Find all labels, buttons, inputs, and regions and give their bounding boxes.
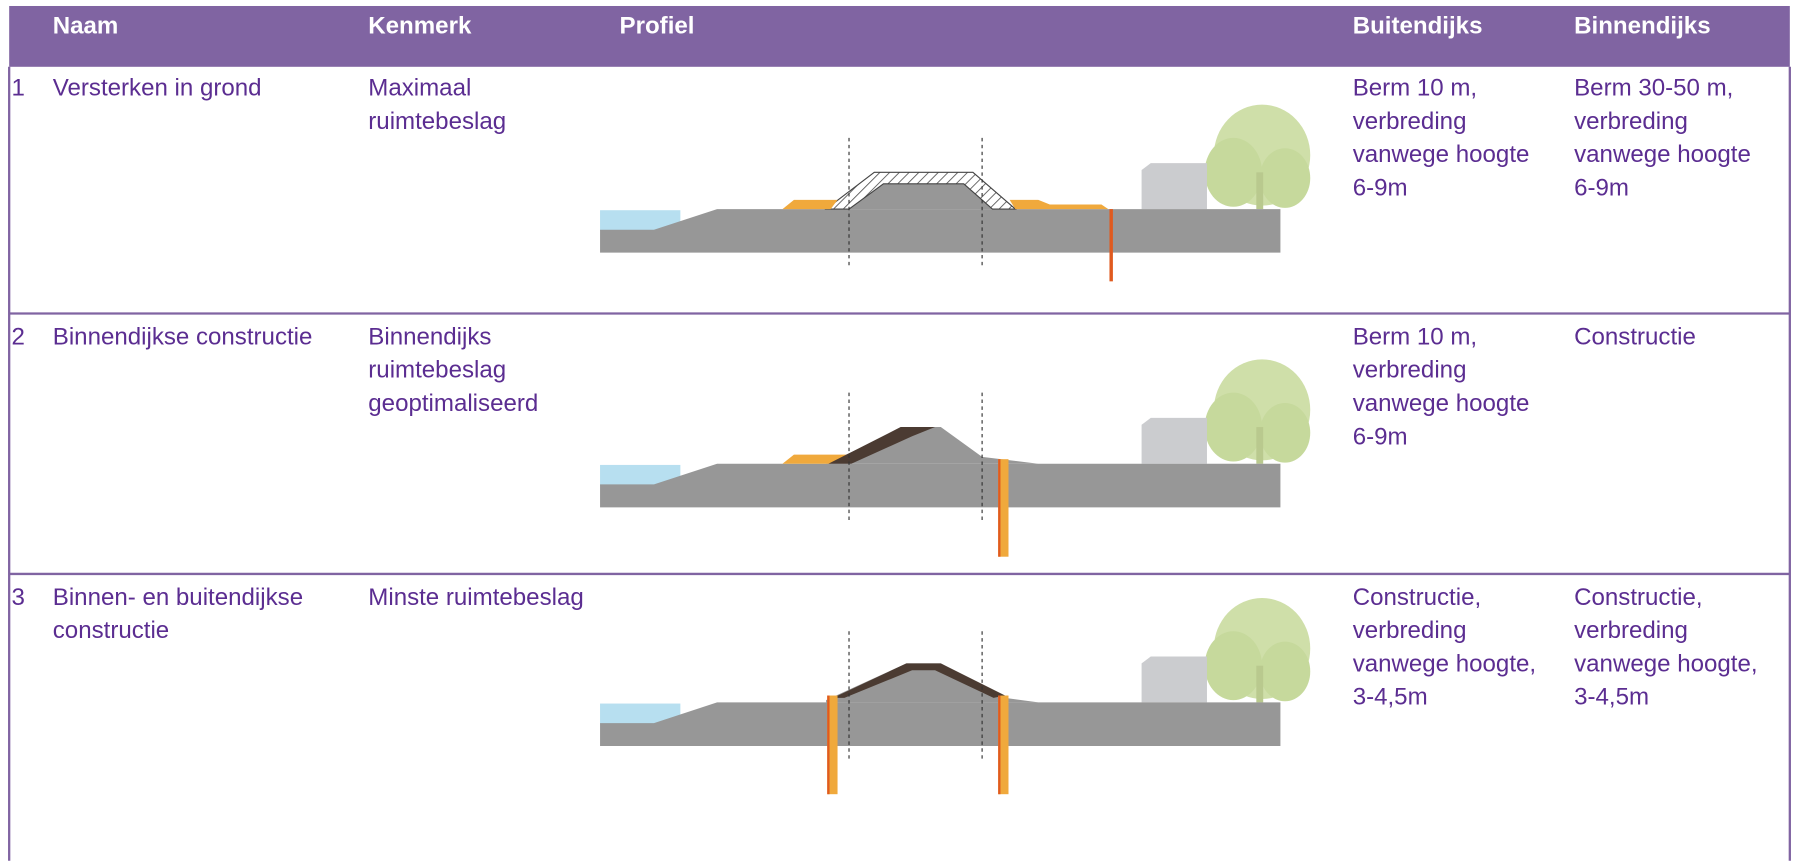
column-header: Kenmerk [368,13,472,40]
cell-binnendijks: Berm 30-50 m, [1574,74,1733,101]
profile-1 [600,104,1311,282]
cell-kenmerk: Binnendijks [368,323,491,350]
cell-buitendijks: verbreding [1353,357,1467,384]
row-number: 2 [11,323,24,350]
cell-binnendijks: 3-4,5m [1574,684,1649,711]
cell-binnendijks: Constructie, [1574,584,1702,611]
column-header: Binnendijks [1574,13,1710,40]
row-number: 3 [11,584,24,611]
profile-2 [600,359,1311,557]
row-number: 1 [11,74,24,101]
cell-buitendijks: Constructie, [1353,584,1481,611]
cell-buitendijks: verbreding [1353,108,1467,135]
cell-naam: Binnendijkse constructie [53,323,313,350]
cell-binnendijks: vanwege hoogte, [1574,650,1757,677]
cell-binnendijks: 6-9m [1574,174,1629,201]
cell-binnendijks: verbreding [1574,108,1688,135]
cell-kenmerk: Minste ruimtebeslag [368,584,583,611]
cell-buitendijks: vanwege hoogte [1353,390,1530,417]
cell-buitendijks: 6-9m [1353,423,1408,450]
cell-kenmerk: ruimtebeslag [368,357,506,384]
column-header: Profiel [620,13,695,40]
cell-buitendijks: vanwege hoogte, [1353,650,1536,677]
table-borders [8,66,1791,861]
cell-buitendijks: vanwege hoogte [1353,141,1530,168]
cell-buitendijks: Berm 10 m, [1353,74,1477,101]
cell-kenmerk: Maximaal [368,74,471,101]
cell-naam: constructie [53,617,169,644]
column-header: Naam [53,13,119,40]
cell-naam: Binnen- en buitendijkse [53,584,303,611]
cell-kenmerk: ruimtebeslag [368,108,506,135]
cell-binnendijks: Constructie [1574,323,1696,350]
column-header: Buitendijks [1353,13,1483,40]
cell-buitendijks: Berm 10 m, [1353,323,1477,350]
header-band [9,5,1790,67]
cell-buitendijks: 6-9m [1353,174,1408,201]
cell-naam: Versterken in grond [53,74,262,101]
profile-3 [600,598,1311,795]
cell-buitendijks: 3-4,5m [1353,684,1428,711]
cell-binnendijks: verbreding [1574,617,1688,644]
cell-binnendijks: vanwege hoogte [1574,141,1751,168]
cell-kenmerk: geoptimaliseerd [368,390,538,417]
cell-buitendijks: verbreding [1353,617,1467,644]
